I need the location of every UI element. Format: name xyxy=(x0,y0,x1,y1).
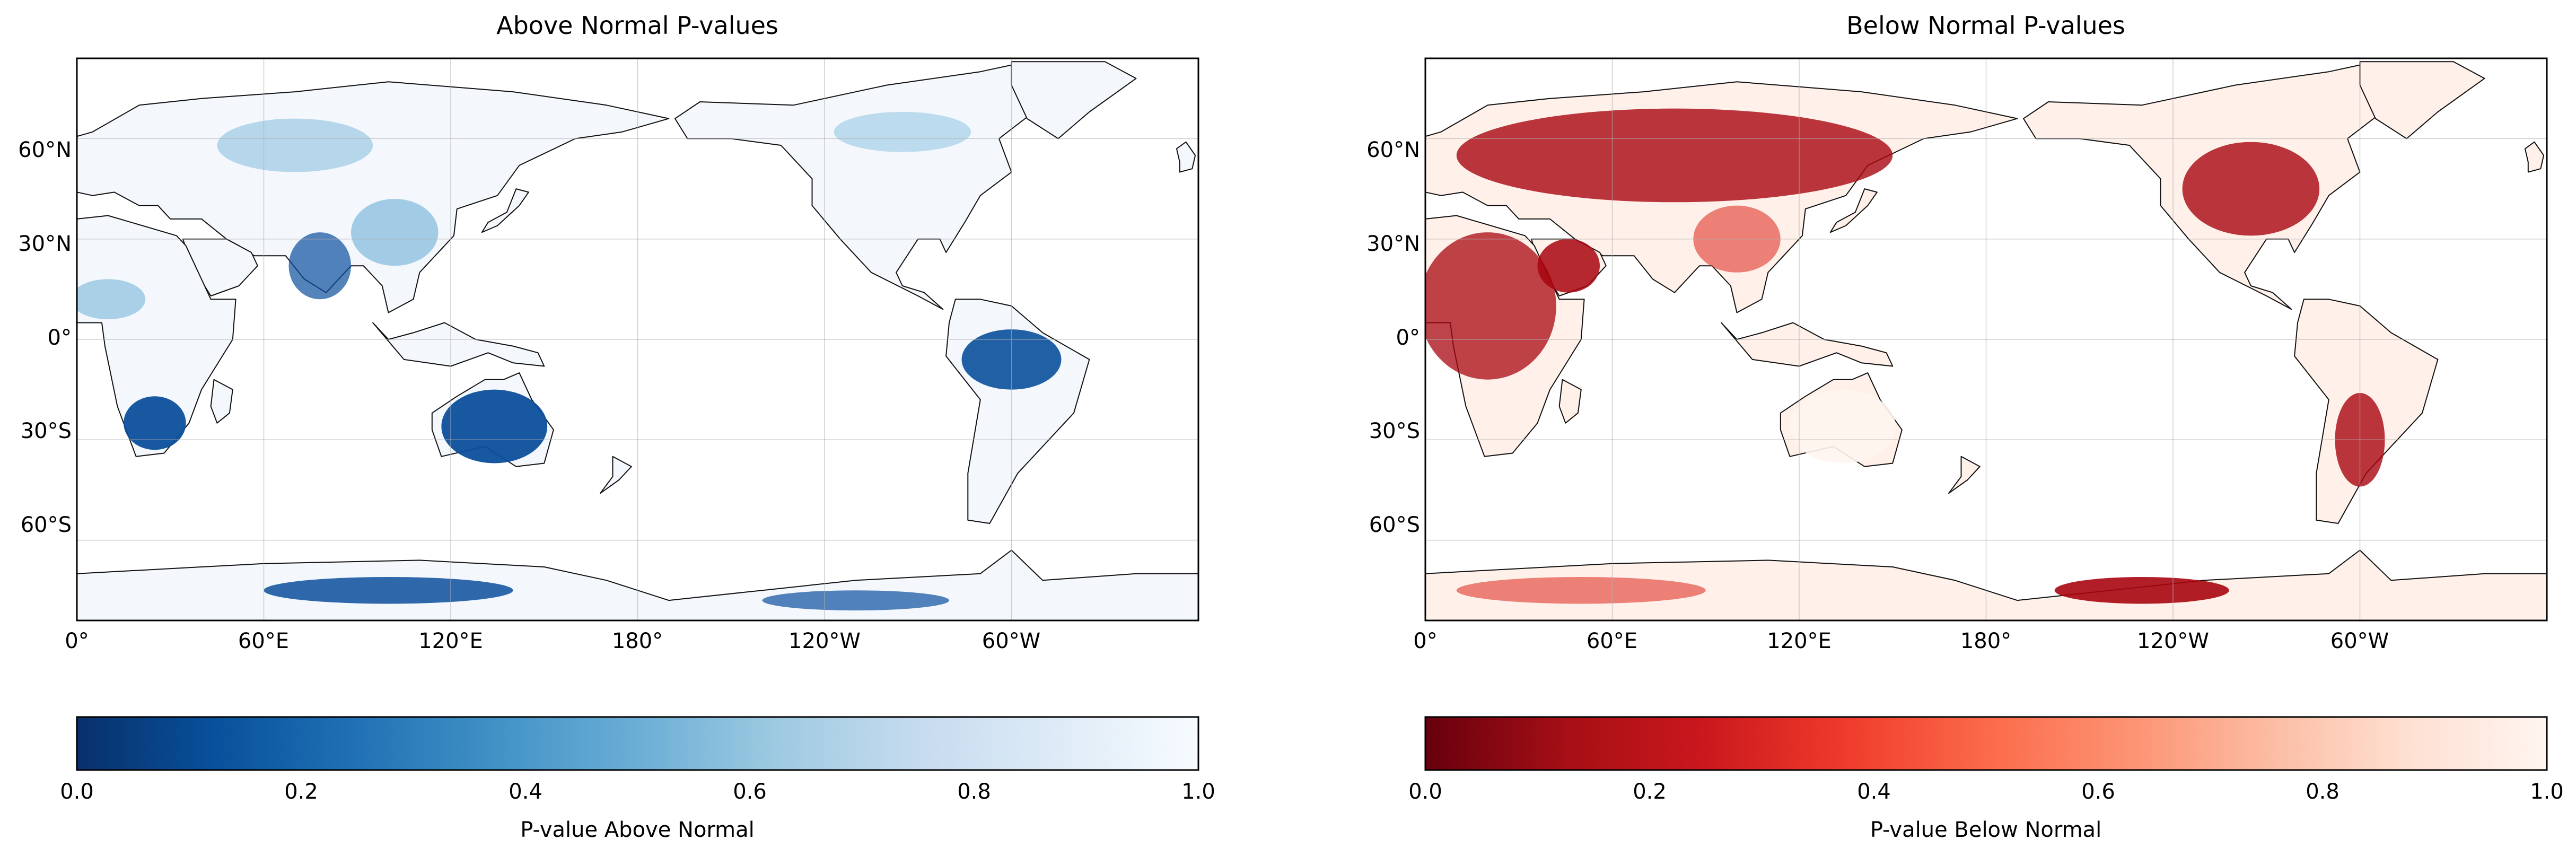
landmass-madagascar xyxy=(210,379,233,424)
y-tick-label: 0° xyxy=(1396,326,1420,350)
colorbar-tick-label: 1.0 xyxy=(2530,780,2564,804)
y-tick-label: 0° xyxy=(48,326,72,350)
colorbar-tick-label: 0.0 xyxy=(1408,780,1442,804)
landmass-greenland xyxy=(1011,61,1137,139)
gridlines xyxy=(77,58,1198,620)
map-x-ticks: 0° 60°E 120°E 180° 120°W 60°W xyxy=(65,629,1040,653)
y-tick-label: 60°N xyxy=(18,138,72,162)
x-tick-label: 120°E xyxy=(1767,629,1832,653)
gridlines xyxy=(1425,58,2547,620)
map-frame xyxy=(1424,57,2548,622)
y-tick-label: 60°S xyxy=(21,513,72,537)
x-tick-label: 120°W xyxy=(2137,629,2209,653)
signal-area xyxy=(351,199,439,266)
landmass-europe-asia xyxy=(77,81,670,313)
panel-title: Above Normal P-values xyxy=(496,11,778,40)
signal-area xyxy=(441,389,548,464)
x-tick-label: 60°W xyxy=(982,629,1040,653)
y-tick-label: 30°N xyxy=(18,232,72,256)
landmass-uk xyxy=(2524,141,2545,173)
x-tick-label: 60°W xyxy=(2330,629,2389,653)
x-tick-label: 0° xyxy=(65,629,89,653)
signal-area xyxy=(762,590,949,611)
signal-area xyxy=(834,111,971,152)
colorbar-tick-label: 1.0 xyxy=(1181,780,1215,804)
panel-below-normal: Below Normal P-values 0° 60°E 120°E 180°… xyxy=(1366,11,2564,842)
map-frame xyxy=(76,57,1199,622)
colorbar-gradient xyxy=(76,716,1199,771)
x-tick-label: 120°E xyxy=(418,629,483,653)
signal-area xyxy=(288,232,351,300)
landmass-japan xyxy=(1829,188,1878,233)
map-area xyxy=(76,57,1199,622)
signal-area xyxy=(1456,108,1893,203)
signal-area xyxy=(1456,576,1706,604)
landmass-japan xyxy=(481,188,529,233)
y-tick-label: 60°S xyxy=(1369,513,1420,537)
colorbar-tick-label: 0.6 xyxy=(2081,780,2115,804)
landmass-africa xyxy=(77,215,236,457)
colorbar-tick-label: 0.4 xyxy=(509,780,542,804)
landmass-antarctica xyxy=(1425,549,2547,620)
signal-area xyxy=(1425,232,1556,380)
y-tick-label: 30°S xyxy=(21,419,72,443)
y-tick-label: 60°N xyxy=(1366,138,1420,162)
map-content xyxy=(77,61,1198,620)
x-tick-label: 60°E xyxy=(1587,629,1637,653)
colorbar-label: P-value Above Normal xyxy=(520,818,755,842)
colorbar-tick-label: 0.0 xyxy=(60,780,94,804)
landmass-greenland xyxy=(2359,61,2485,139)
x-tick-label: 0° xyxy=(1413,629,1437,653)
colorbar-tick-label: 0.6 xyxy=(733,780,767,804)
map-y-ticks: 60°N 30°N 0° 30°S 60°S xyxy=(1366,138,1420,537)
colorbar-tick-label: 0.2 xyxy=(1633,780,1667,804)
colorbar-label: P-value Below Normal xyxy=(1870,818,2101,842)
x-tick-label: 120°W xyxy=(788,629,861,653)
colorbar-tick-label: 0.4 xyxy=(1857,780,1891,804)
signal-area xyxy=(1790,389,1896,464)
colorbar-tick-label: 0.8 xyxy=(957,780,991,804)
colorbar-ticks: 0.0 0.2 0.4 0.6 0.8 1.0 xyxy=(60,780,1215,804)
x-tick-label: 180° xyxy=(1960,629,2011,653)
signal-area xyxy=(124,396,186,450)
signal-area xyxy=(77,279,146,320)
signal-area xyxy=(217,118,373,172)
landmass-uk xyxy=(1176,141,1196,173)
x-tick-label: 60°E xyxy=(238,629,289,653)
signal-area xyxy=(2054,576,2229,604)
colorbar: 0.0 0.2 0.4 0.6 0.8 1.0 P-value Above No… xyxy=(60,716,1215,842)
signal-area xyxy=(1537,239,1600,293)
signal-area xyxy=(2182,142,2320,236)
landmass-newzealand xyxy=(1948,456,1981,494)
map-x-ticks: 0° 60°E 120°E 180° 120°W 60°W xyxy=(1413,629,2389,653)
signal-area xyxy=(264,576,513,604)
panel-title: Below Normal P-values xyxy=(1846,11,2125,40)
colorbar-tick-label: 0.8 xyxy=(2306,780,2340,804)
colorbar-ticks: 0.0 0.2 0.4 0.6 0.8 1.0 xyxy=(1408,780,2564,804)
y-tick-label: 30°N xyxy=(1366,232,1420,256)
colorbar-gradient xyxy=(1424,716,2548,771)
x-tick-label: 180° xyxy=(612,629,663,653)
panel-above-normal: Above Normal P-values 0° 60°E 120°E 180°… xyxy=(18,11,1215,842)
colorbar: 0.0 0.2 0.4 0.6 0.8 1.0 P-value Below No… xyxy=(1408,716,2564,842)
landmass-newzealand xyxy=(600,456,632,494)
map-content xyxy=(1425,61,2547,620)
colorbar-tick-label: 0.2 xyxy=(284,780,318,804)
map-y-ticks: 60°N 30°N 0° 30°S 60°S xyxy=(18,138,72,537)
landmass-madagascar xyxy=(1558,379,1582,424)
y-tick-label: 30°S xyxy=(1369,419,1420,443)
map-area xyxy=(1424,57,2548,622)
